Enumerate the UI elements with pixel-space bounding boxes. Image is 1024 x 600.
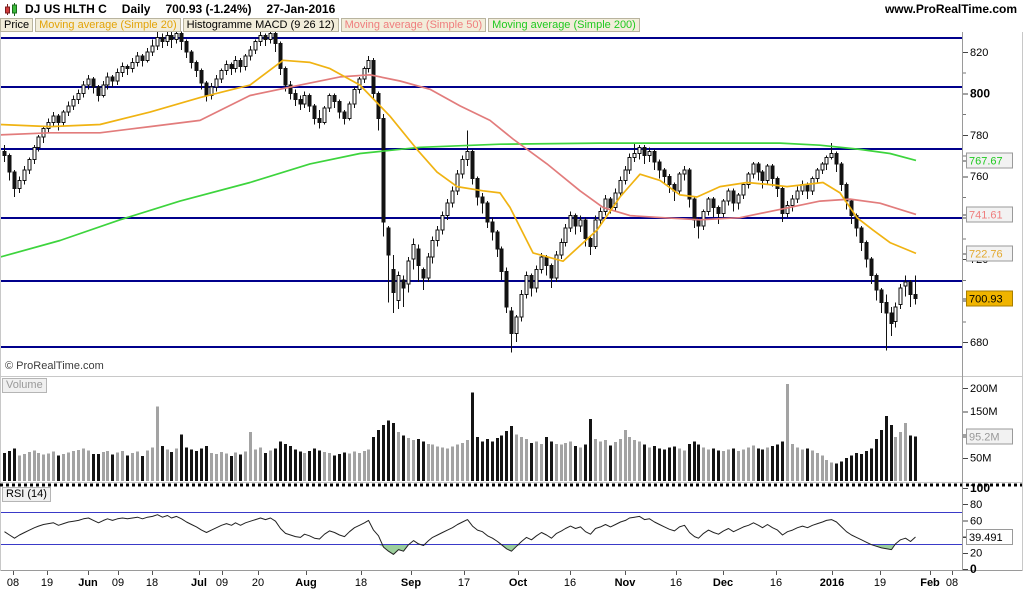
svg-text:95.2M: 95.2M [969, 432, 1000, 444]
candlestick-chart-icon[interactable] [3, 2, 21, 17]
ma200-line [0, 142, 917, 258]
svg-text:722.76: 722.76 [969, 248, 1003, 260]
website-link[interactable]: www.ProRealTime.com [884, 2, 1017, 16]
svg-text:741.61: 741.61 [969, 209, 1003, 221]
moving-averages-layer [0, 59, 917, 263]
svg-text:150M: 150M [970, 406, 998, 418]
svg-text:100: 100 [970, 481, 990, 495]
axis-value-tags: 767.67 741.61 722.76 700.93 95.2M 39.491 [963, 152, 1013, 546]
indicator-bar: Price Moving average (Simple 20) Histogr… [0, 18, 640, 32]
svg-text:0: 0 [970, 562, 977, 576]
watermark: © ProRealTime.com [5, 360, 104, 372]
svg-text:Oct: Oct [509, 577, 528, 589]
indicator-label-sma20[interactable]: Moving average (Simple 20) [35, 18, 181, 32]
volume-tag: 95.2M [963, 428, 1013, 445]
price-tag-767.67: 767.67 [963, 152, 1013, 169]
svg-text:800: 800 [970, 87, 990, 101]
time-axis: 08 19 Jun 09 18 Jul 09 20 Aug 18 Sep 17 Oct 16 Nov 16 De… [7, 571, 958, 589]
svg-text:760: 760 [970, 171, 988, 183]
svg-text:700.93: 700.93 [969, 294, 1003, 306]
indicator-label-price[interactable]: Price [0, 18, 34, 32]
svg-text:20: 20 [970, 548, 982, 560]
symbol-name: DJ US HLTH C [25, 2, 107, 16]
ma20-line [0, 59, 917, 263]
svg-text:50M: 50M [970, 453, 991, 465]
svg-text:16: 16 [670, 577, 682, 589]
volume-bars-layer [3, 383, 917, 481]
svg-text:2016: 2016 [820, 577, 844, 589]
svg-text:Nov: Nov [615, 577, 637, 589]
svg-text:19: 19 [41, 577, 53, 589]
rsi-layer [0, 511, 962, 555]
indicator-label-macd[interactable]: Histogramme MACD (9 26 12) [182, 18, 339, 32]
svg-text:780: 780 [970, 130, 988, 142]
svg-text:08: 08 [7, 577, 19, 589]
indicator-label-sma50[interactable]: Moving average (Simple 50) [340, 18, 487, 32]
candles-layer [2, 27, 918, 353]
svg-text:18: 18 [146, 577, 158, 589]
svg-text:20: 20 [252, 577, 264, 589]
price-tag-700.93: 700.93 [963, 290, 1013, 307]
ma50-line [0, 73, 917, 221]
indicator-label-sma200[interactable]: Moving average (Simple 200) [488, 18, 640, 32]
rsi-tag: 39.491 [963, 529, 1013, 546]
svg-text:17: 17 [458, 577, 470, 589]
last-date: 27-Jan-2016 [266, 2, 336, 16]
title-bar: DJ US HLTH C Daily 700.93 (-1.24%) 27-Ja… [0, 0, 1024, 18]
svg-text:08: 08 [946, 577, 958, 589]
svg-text:Jun: Jun [78, 577, 98, 589]
svg-text:767.67: 767.67 [969, 155, 1003, 167]
svg-text:Aug: Aug [295, 577, 316, 589]
value-axis: 820800780760740720700680200M150M100M50M1… [970, 47, 998, 576]
timeframe-label[interactable]: Daily [121, 2, 151, 16]
svg-text:39.491: 39.491 [969, 532, 1003, 544]
rsi-panel-label[interactable]: RSI (14) [2, 487, 51, 502]
svg-text:Feb: Feb [920, 577, 940, 589]
panel-frame [0, 32, 1023, 571]
rsi-oversold-fill [4, 544, 916, 555]
svg-text:60: 60 [970, 515, 982, 527]
price-level-lines [0, 36, 962, 348]
svg-text:820: 820 [970, 47, 988, 59]
svg-text:16: 16 [564, 577, 576, 589]
svg-text:Jul: Jul [191, 577, 207, 589]
svg-text:Sep: Sep [401, 577, 421, 589]
svg-text:16: 16 [770, 577, 782, 589]
svg-text:80: 80 [970, 499, 982, 511]
last-price-change: 700.93 (-1.24%) [165, 2, 252, 16]
svg-text:19: 19 [874, 577, 886, 589]
svg-text:09: 09 [112, 577, 124, 589]
svg-text:18: 18 [355, 577, 367, 589]
svg-text:09: 09 [216, 577, 228, 589]
price-tag-741.61: 741.61 [963, 206, 1013, 223]
svg-text:Dec: Dec [713, 577, 733, 589]
rsi-line [4, 514, 916, 555]
volume-panel-label[interactable]: Volume [2, 378, 47, 393]
svg-text:200M: 200M [970, 383, 998, 395]
svg-text:680: 680 [970, 337, 988, 349]
price-tag-722.76: 722.76 [963, 245, 1013, 262]
